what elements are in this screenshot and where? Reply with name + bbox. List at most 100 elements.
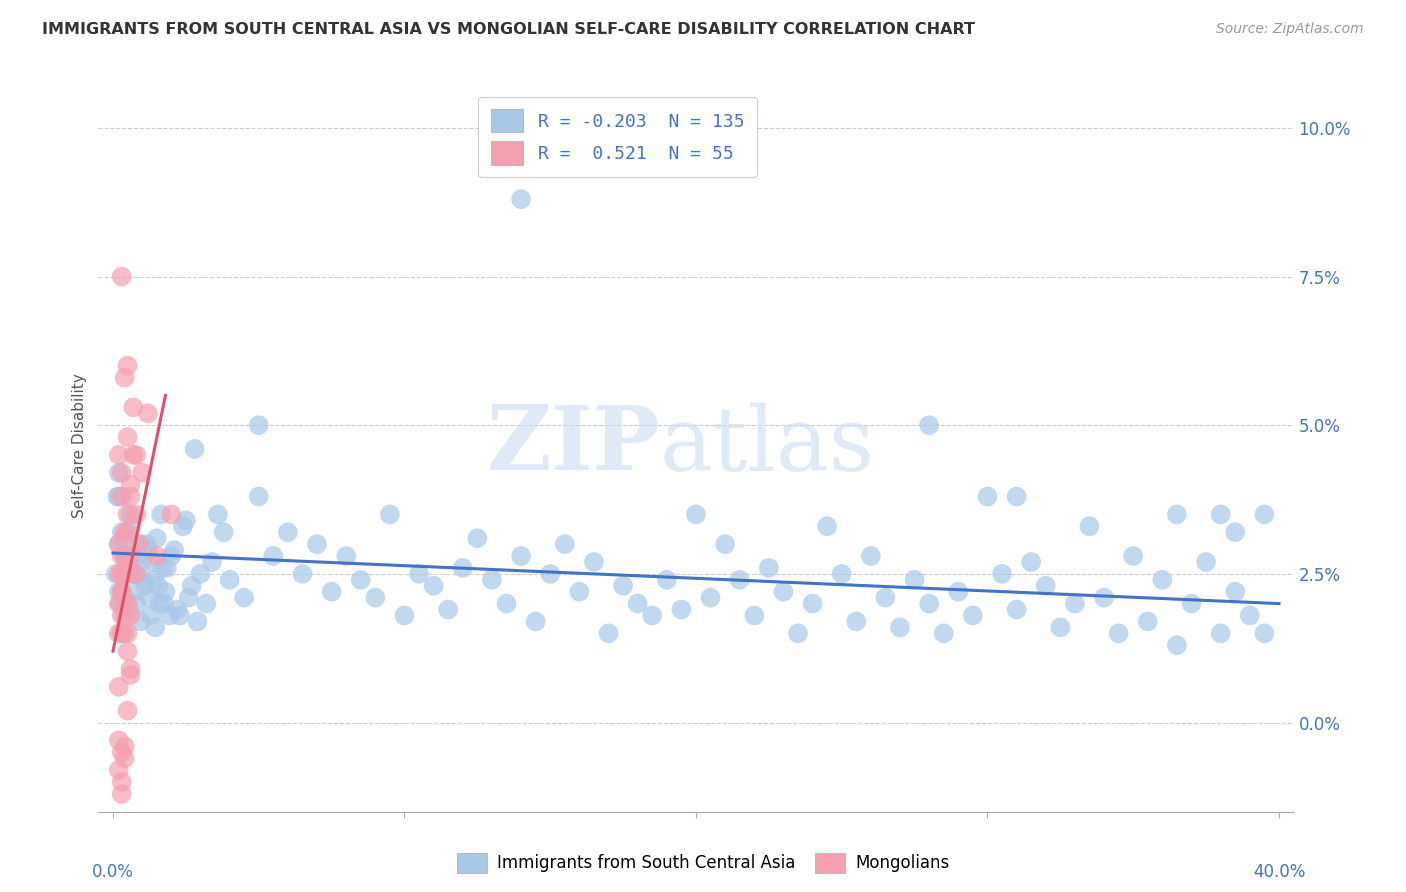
Point bbox=[111, 466, 134, 480]
Point bbox=[1035, 579, 1057, 593]
Point bbox=[153, 597, 176, 611]
Point bbox=[335, 549, 357, 563]
Point bbox=[114, 626, 136, 640]
Point bbox=[991, 566, 1014, 581]
Point bbox=[714, 537, 737, 551]
Point bbox=[114, 751, 136, 765]
Point bbox=[612, 579, 634, 593]
Legend: R = -0.203  N = 135, R =  0.521  N = 55: R = -0.203 N = 135, R = 0.521 N = 55 bbox=[478, 96, 756, 178]
Point bbox=[149, 597, 172, 611]
Point bbox=[582, 555, 605, 569]
Point bbox=[948, 584, 970, 599]
Point bbox=[1195, 555, 1218, 569]
Point bbox=[120, 549, 142, 563]
Point bbox=[671, 602, 693, 616]
Legend: Immigrants from South Central Asia, Mongolians: Immigrants from South Central Asia, Mong… bbox=[450, 847, 956, 880]
Point bbox=[190, 566, 212, 581]
Point bbox=[1166, 638, 1188, 652]
Point bbox=[117, 626, 139, 640]
Point bbox=[118, 602, 141, 616]
Point bbox=[114, 525, 136, 540]
Point bbox=[115, 561, 138, 575]
Point bbox=[903, 573, 925, 587]
Point bbox=[129, 615, 152, 629]
Point bbox=[831, 566, 853, 581]
Point bbox=[111, 584, 134, 599]
Point bbox=[1180, 597, 1202, 611]
Point bbox=[195, 597, 218, 611]
Point bbox=[510, 549, 533, 563]
Point bbox=[135, 537, 157, 551]
Point bbox=[233, 591, 256, 605]
Point bbox=[174, 513, 197, 527]
Point bbox=[128, 537, 150, 551]
Point bbox=[114, 566, 136, 581]
Point bbox=[172, 519, 194, 533]
Point bbox=[1166, 508, 1188, 522]
Point bbox=[180, 579, 202, 593]
Point bbox=[111, 584, 134, 599]
Point bbox=[117, 549, 139, 563]
Point bbox=[121, 519, 143, 533]
Point bbox=[136, 543, 159, 558]
Point bbox=[108, 537, 131, 551]
Point bbox=[120, 477, 142, 491]
Point bbox=[108, 584, 131, 599]
Point bbox=[451, 561, 474, 575]
Point bbox=[114, 739, 136, 754]
Point bbox=[163, 543, 186, 558]
Point bbox=[117, 597, 139, 611]
Point bbox=[142, 573, 165, 587]
Point bbox=[207, 508, 229, 522]
Point bbox=[408, 566, 430, 581]
Point bbox=[641, 608, 664, 623]
Point bbox=[247, 490, 270, 504]
Point bbox=[568, 584, 591, 599]
Point bbox=[1064, 597, 1087, 611]
Point bbox=[138, 591, 160, 605]
Point bbox=[117, 644, 139, 658]
Point bbox=[127, 549, 149, 563]
Point bbox=[976, 490, 998, 504]
Point bbox=[932, 626, 955, 640]
Point bbox=[108, 448, 131, 462]
Point bbox=[1108, 626, 1130, 640]
Point bbox=[120, 662, 142, 676]
Point bbox=[122, 401, 145, 415]
Point bbox=[125, 566, 148, 581]
Point bbox=[166, 602, 188, 616]
Point bbox=[108, 763, 131, 777]
Point bbox=[117, 430, 139, 444]
Point bbox=[114, 549, 136, 563]
Point bbox=[1005, 490, 1028, 504]
Point bbox=[131, 555, 153, 569]
Point bbox=[114, 608, 136, 623]
Point bbox=[685, 508, 707, 522]
Point bbox=[277, 525, 299, 540]
Point bbox=[364, 591, 387, 605]
Point bbox=[108, 566, 131, 581]
Point bbox=[801, 597, 824, 611]
Point bbox=[111, 525, 134, 540]
Point bbox=[120, 508, 142, 522]
Point bbox=[145, 549, 167, 563]
Point bbox=[247, 418, 270, 433]
Text: IMMIGRANTS FROM SOUTH CENTRAL ASIA VS MONGOLIAN SELF-CARE DISABILITY CORRELATION: IMMIGRANTS FROM SOUTH CENTRAL ASIA VS MO… bbox=[42, 22, 976, 37]
Point bbox=[201, 555, 224, 569]
Point bbox=[117, 508, 139, 522]
Point bbox=[120, 668, 142, 682]
Point bbox=[350, 573, 373, 587]
Point bbox=[108, 490, 131, 504]
Point bbox=[108, 537, 131, 551]
Point bbox=[1049, 620, 1071, 634]
Point bbox=[108, 597, 131, 611]
Point bbox=[177, 591, 200, 605]
Point bbox=[114, 591, 136, 605]
Point bbox=[111, 775, 134, 789]
Text: Source: ZipAtlas.com: Source: ZipAtlas.com bbox=[1216, 22, 1364, 37]
Point bbox=[155, 584, 177, 599]
Text: atlas: atlas bbox=[661, 402, 876, 490]
Point bbox=[510, 192, 533, 206]
Point bbox=[962, 608, 984, 623]
Point bbox=[655, 573, 678, 587]
